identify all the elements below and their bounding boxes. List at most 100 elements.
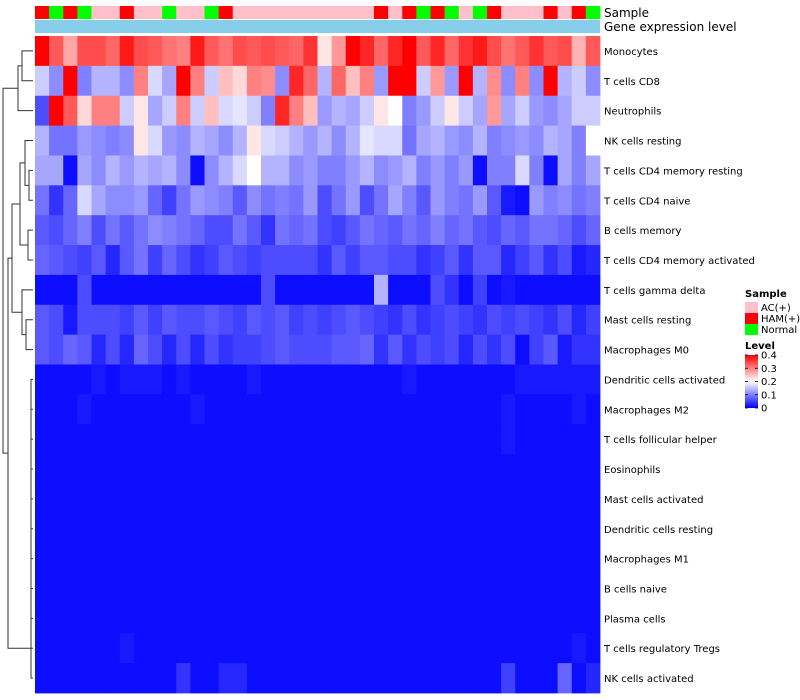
heatmap-cell bbox=[444, 125, 460, 156]
heatmap-cell bbox=[487, 394, 502, 425]
heatmap-cell bbox=[49, 274, 64, 306]
heatmap-cell bbox=[585, 573, 601, 604]
heatmap-cell bbox=[133, 65, 149, 97]
heatmap-cell bbox=[289, 185, 304, 216]
heatmap-cell bbox=[501, 454, 516, 485]
heatmap-cell bbox=[430, 95, 446, 126]
heatmap-cell bbox=[148, 215, 163, 246]
heatmap-cell bbox=[303, 513, 318, 545]
heatmap-cell bbox=[218, 663, 234, 694]
heatmap-cell bbox=[246, 65, 262, 97]
sample-annotation-cell bbox=[359, 6, 375, 19]
heatmap-cell bbox=[374, 245, 389, 276]
heatmap-cell bbox=[63, 603, 78, 634]
sample-annotation-cell bbox=[49, 6, 64, 19]
heatmap-cell bbox=[148, 603, 163, 634]
heatmap-cell bbox=[374, 334, 389, 365]
heatmap-cell bbox=[289, 155, 304, 186]
heatmap-cell bbox=[303, 304, 318, 336]
heatmap-cell bbox=[388, 36, 403, 67]
heatmap-cell bbox=[275, 36, 290, 67]
heatmap-cell bbox=[63, 513, 78, 545]
heatmap-cell bbox=[275, 364, 290, 395]
heatmap-cell bbox=[345, 125, 361, 156]
heatmap-cell bbox=[416, 603, 431, 634]
heatmap-cell bbox=[317, 513, 333, 545]
heatmap-cell bbox=[91, 245, 107, 276]
heatmap-cell bbox=[374, 543, 389, 574]
heatmap-cell bbox=[571, 454, 587, 485]
heatmap-cell bbox=[218, 155, 234, 186]
heatmap-cell bbox=[303, 543, 318, 574]
heatmap-cell bbox=[91, 36, 107, 67]
heatmap-cell bbox=[402, 155, 417, 186]
heatmap-cell bbox=[303, 95, 318, 126]
heatmap-cell bbox=[529, 603, 544, 634]
heatmap-cell bbox=[543, 543, 559, 574]
heatmap-cell bbox=[571, 633, 587, 664]
heatmap-cell bbox=[430, 125, 446, 156]
heatmap-cell bbox=[458, 483, 474, 515]
heatmap-cell bbox=[501, 513, 516, 545]
heatmap-cell bbox=[472, 633, 488, 664]
heatmap-cell bbox=[430, 483, 446, 515]
heatmap-cell bbox=[487, 274, 502, 306]
heatmap-cell bbox=[331, 573, 347, 604]
heatmap-cell bbox=[416, 125, 431, 156]
row-label: Macrophages M2 bbox=[604, 405, 689, 416]
heatmap-cell bbox=[345, 95, 361, 126]
heatmap-cell bbox=[585, 424, 601, 455]
heatmap-cell bbox=[402, 633, 417, 664]
heatmap-cell bbox=[148, 304, 163, 336]
heatmap-cell bbox=[148, 245, 163, 276]
heatmap-cell bbox=[430, 334, 446, 365]
heatmap-cell bbox=[402, 483, 417, 515]
heatmap-cell bbox=[374, 36, 389, 67]
heatmap-cell bbox=[119, 663, 135, 694]
heatmap-cell bbox=[91, 364, 107, 395]
sample-annotation-cell bbox=[119, 6, 135, 19]
heatmap-cell bbox=[501, 603, 516, 634]
heatmap-cell bbox=[119, 483, 135, 515]
heatmap-cell bbox=[472, 364, 488, 395]
heatmap-cell bbox=[91, 334, 107, 365]
heatmap-cell bbox=[458, 334, 474, 365]
heatmap-cell bbox=[232, 185, 248, 216]
heatmap-cell bbox=[303, 65, 318, 97]
heatmap-cell bbox=[388, 304, 403, 336]
heatmap-cell bbox=[49, 215, 64, 246]
heatmap-cell bbox=[105, 633, 121, 664]
heatmap-cell bbox=[133, 125, 149, 156]
heatmap-cell bbox=[458, 95, 474, 126]
heatmap-cell bbox=[204, 603, 220, 634]
heatmap-cell bbox=[246, 274, 262, 306]
heatmap-cell bbox=[303, 245, 318, 276]
heatmap-cell bbox=[331, 334, 347, 365]
heatmap-cell bbox=[331, 155, 347, 186]
heatmap-cell bbox=[472, 245, 488, 276]
sample-legend-label: AC(+) bbox=[761, 303, 791, 314]
heatmap-cell bbox=[63, 36, 78, 67]
heatmap-cell bbox=[430, 663, 446, 694]
heatmap-cell bbox=[402, 36, 417, 67]
heatmap-cell bbox=[458, 663, 474, 694]
heatmap-cell bbox=[275, 424, 290, 455]
heatmap-cell bbox=[148, 36, 163, 67]
heatmap-cell bbox=[515, 245, 530, 276]
heatmap-cell bbox=[105, 513, 121, 545]
heatmap-cell bbox=[543, 424, 559, 455]
sample-annotation-cell bbox=[35, 6, 50, 19]
sample-annotation-cell bbox=[458, 6, 474, 19]
heatmap-cell bbox=[49, 573, 64, 604]
heatmap-cell bbox=[487, 424, 502, 455]
heatmap-cell bbox=[63, 125, 78, 156]
heatmap-cell bbox=[458, 215, 474, 246]
heatmap-cell bbox=[472, 155, 488, 186]
heatmap-cell bbox=[218, 304, 234, 336]
heatmap-cell bbox=[585, 185, 601, 216]
heatmap-cell bbox=[472, 215, 488, 246]
heatmap-cell bbox=[261, 543, 276, 574]
heatmap-cell bbox=[77, 454, 92, 485]
heatmap-cell bbox=[77, 424, 92, 455]
heatmap-cell bbox=[105, 663, 121, 694]
